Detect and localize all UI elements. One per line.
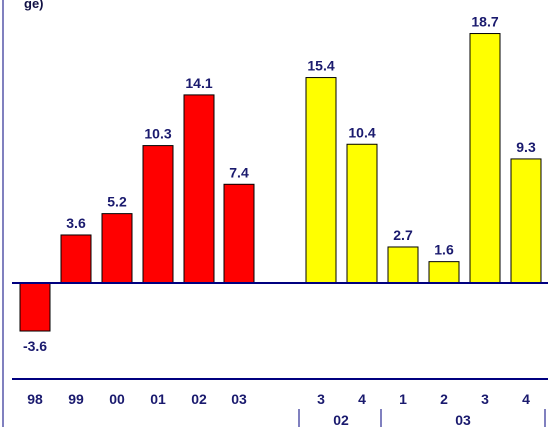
annual-tick-label-1: 99	[68, 391, 84, 407]
year-group-label-0: 02	[333, 412, 349, 427]
annual-tick-label-2: 00	[109, 391, 125, 407]
annual-bar-3	[142, 145, 174, 284]
quarterly-tick-label-0: 3	[317, 391, 325, 407]
quarterly-data-label-3: 1.6	[434, 242, 454, 258]
quarterly-tick-label-2: 1	[399, 391, 407, 407]
annual-bar-1	[60, 234, 92, 284]
quarterly-bar-1	[346, 143, 378, 284]
quarterly-bar-5	[510, 158, 542, 284]
quarterly-tick-label-4: 3	[481, 391, 489, 407]
quarterly-bar-3	[428, 261, 460, 284]
quarterly-data-label-4: 18.7	[471, 14, 498, 30]
annual-tick-label-4: 02	[191, 391, 207, 407]
quarterly-tick-label-3: 2	[440, 391, 448, 407]
quarterly-bar-4	[469, 33, 501, 284]
quarterly-data-label-1: 10.4	[348, 124, 375, 140]
year-group-label-1: 03	[455, 412, 471, 427]
annual-data-label-1: 3.6	[66, 215, 86, 231]
quarterly-data-label-0: 15.4	[307, 58, 334, 74]
quarterly-bar-2	[387, 246, 419, 284]
annual-data-label-3: 10.3	[144, 126, 171, 142]
annual-bar-4	[183, 94, 215, 284]
annual-bar-5	[223, 183, 255, 284]
quarterly-data-label-2: 2.7	[393, 227, 413, 243]
annual-data-label-4: 14.1	[185, 75, 212, 91]
annual-data-label-5: 7.4	[229, 164, 249, 180]
quarterly-tick-label-1: 4	[358, 391, 366, 407]
annual-bar-0	[19, 282, 51, 332]
quarterly-bar-0	[305, 77, 337, 284]
annual-tick-label-5: 03	[231, 391, 247, 407]
annual-data-label-0: -3.6	[23, 338, 47, 354]
quarterly-tick-label-5: 4	[522, 391, 530, 407]
annual-tick-label-3: 01	[150, 391, 166, 407]
annual-tick-label-0: 98	[27, 391, 43, 407]
annual-bar-2	[101, 213, 133, 284]
quarterly-data-label-5: 9.3	[516, 139, 536, 155]
annual-data-label-2: 5.2	[107, 194, 127, 210]
chart-title-fragment: ge)	[24, 0, 44, 11]
